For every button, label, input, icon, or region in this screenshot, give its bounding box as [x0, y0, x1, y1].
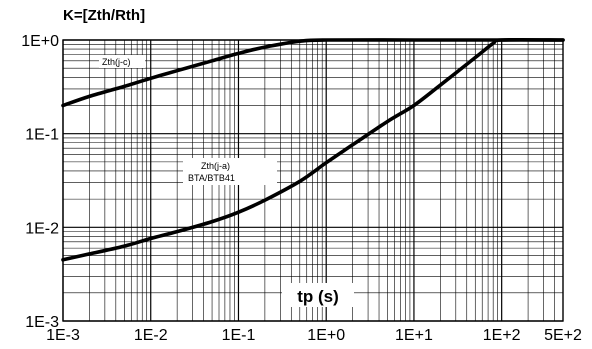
x-tick-label: 5E+2 — [544, 327, 582, 344]
series-line-0 — [61, 38, 565, 108]
y-tick-label: 1E-2 — [25, 220, 59, 237]
y-tick-label: 1E-1 — [25, 127, 59, 144]
series-label-zth-ja: Zth(j-a) — [201, 161, 230, 171]
x-tick-label: 1E-3 — [46, 327, 80, 344]
x-axis-label: tp (s) — [297, 287, 339, 306]
y-tick-label: 1E+0 — [21, 33, 59, 50]
x-axis-label-bg — [282, 283, 354, 307]
x-tick-label: 1E+0 — [307, 327, 345, 344]
tick-labels: 1E-3 1E-2 1E-1 1E+0 1E+1 1E+2 5E+2 1E-3 1E-2 1E-1… — [21, 33, 582, 344]
y-tick-label: 1E-3 — [25, 314, 59, 331]
zth-jc-label-bg — [99, 55, 145, 68]
x-tick-label: 1E-2 — [134, 327, 168, 344]
chart-title: K=[Zth/Rth] — [63, 7, 145, 24]
x-tick-label: 1E+2 — [483, 327, 521, 344]
x-tick-label: 1E+1 — [395, 327, 433, 344]
series-line-1 — [61, 37, 565, 262]
series-layer — [61, 37, 565, 262]
series-label-zth-ja-line2: BTA/BTB41 — [188, 173, 235, 183]
x-tick-label: 1E-1 — [222, 327, 256, 344]
series-label-zth-jc: Zth(j-c) — [102, 57, 131, 67]
zth-ja-label-bg — [183, 158, 277, 185]
